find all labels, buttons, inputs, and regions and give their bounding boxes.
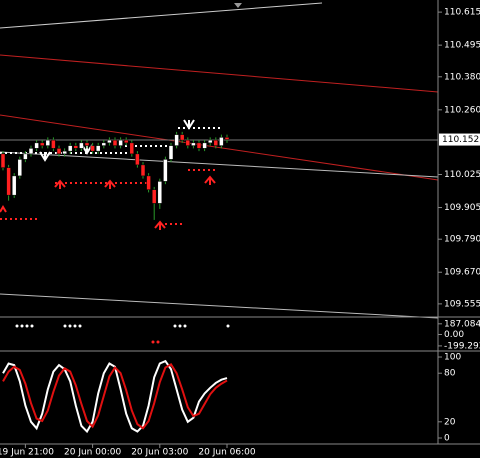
y-tick-label: 0 [444,434,450,444]
y-tick-label: 110.025 [444,170,480,180]
candle-body [45,139,51,146]
y-tick-label: 20 [444,417,456,427]
candle-body [56,148,62,155]
candle-body [213,139,219,146]
y-tick-label: 100 [444,353,461,363]
candle-body [202,142,207,149]
candle-body [140,164,146,177]
y-tick-label: 109.555 [444,299,480,309]
candle-body [135,153,140,166]
x-tick-label: 20 Jun 00:00 [64,448,121,458]
trend-line [0,114,439,181]
y-tick-label: 187.0848 [444,319,480,329]
candle-body [146,175,151,190]
stochastic-line [2,362,228,430]
candle-body [118,139,123,146]
candle-body [84,142,90,146]
candle-body [112,139,118,146]
candle-body [168,145,174,160]
y-tick-label: 109.790 [444,235,480,245]
candle-body [219,137,224,146]
y-tick-label: 0.00 [444,330,464,340]
trend-line [0,54,439,93]
trend-line [0,151,439,178]
y-tick-label: -199.2927 [444,341,480,351]
candle-body [51,139,56,149]
price-label-box [439,133,480,146]
x-tick-label: 20 Jun 06:00 [198,448,255,458]
arrow [0,175,216,230]
signal-dots [15,324,230,328]
x-tick-label: 20 Jun 03:00 [131,448,188,458]
trend-line [0,2,323,29]
candle-body [11,175,17,196]
candle-body [174,134,179,146]
candle-body [224,137,230,140]
candle-body [191,142,196,146]
y-tick-label: 110.260 [444,105,480,115]
candle-body [79,142,84,149]
candle-body [123,139,129,144]
y-tick-label: 110.615 [444,8,480,18]
candle-body [62,150,67,155]
candle-body [107,139,112,144]
candle-body [23,153,28,160]
x-tick-label: 19 Jun 21:00 [0,448,54,458]
y-tick-label: 110.380 [444,72,480,82]
trend-line [0,293,439,319]
y-tick-label: 109.905 [444,203,480,213]
candle-body [179,134,185,141]
candle-body [157,181,163,204]
candle-body [28,148,34,155]
y-tick-label: 80 [444,369,456,379]
marker [234,3,242,8]
candle-body [101,142,107,146]
candle-body [129,142,135,155]
candle-body [90,145,95,152]
candle-body [0,153,6,168]
candle-body [207,139,213,144]
candle-body [6,167,11,196]
candle-body [163,159,168,182]
candle-body [95,145,101,152]
candle-body [185,139,191,146]
signal-dots [151,340,160,344]
current-price: 110.152 [442,135,479,145]
candle-body [73,145,79,149]
candle-body [151,189,157,204]
y-tick-label: 109.670 [444,268,480,278]
y-tick-label: 110.495 [444,41,480,51]
candle-body [67,145,73,152]
candle-body [39,142,45,146]
candle-body [34,142,39,149]
arrow [39,119,195,162]
candle-body [17,159,23,177]
candle-body [196,142,202,149]
